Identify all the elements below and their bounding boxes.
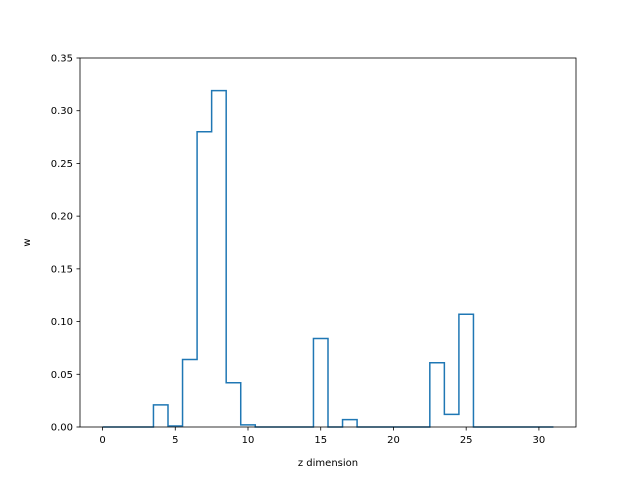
- y-axis-ticks: 0.00 0.05 0.10 0.15 0.20 0.25 0.30 0.35: [51, 54, 80, 434]
- x-tick-label: 25: [460, 435, 473, 446]
- y-axis-label: w: [22, 238, 33, 246]
- y-tick-label: 0.20: [51, 212, 73, 223]
- x-tick-label: 5: [172, 435, 178, 446]
- y-tick-label: 0.25: [51, 159, 73, 170]
- x-tick-label: 30: [533, 435, 546, 446]
- x-tick-label: 0: [99, 435, 105, 446]
- y-tick-label: 0.15: [51, 264, 73, 275]
- x-axis-ticks: 0 5 10 15 20 25 30: [99, 427, 545, 446]
- x-tick-label: 20: [387, 435, 400, 446]
- x-tick-label: 15: [314, 435, 327, 446]
- step-series-line: [102, 89, 554, 428]
- x-axis-label: z dimension: [298, 458, 358, 469]
- y-tick-label: 0.10: [51, 317, 73, 328]
- y-tick-label: 0.00: [51, 423, 73, 434]
- plot-frame: [79, 57, 577, 428]
- y-tick-label: 0.30: [51, 106, 73, 117]
- y-tick-label: 0.35: [51, 54, 73, 65]
- y-tick-label: 0.05: [51, 370, 73, 381]
- plot-area: [102, 89, 554, 428]
- x-tick-label: 10: [242, 435, 255, 446]
